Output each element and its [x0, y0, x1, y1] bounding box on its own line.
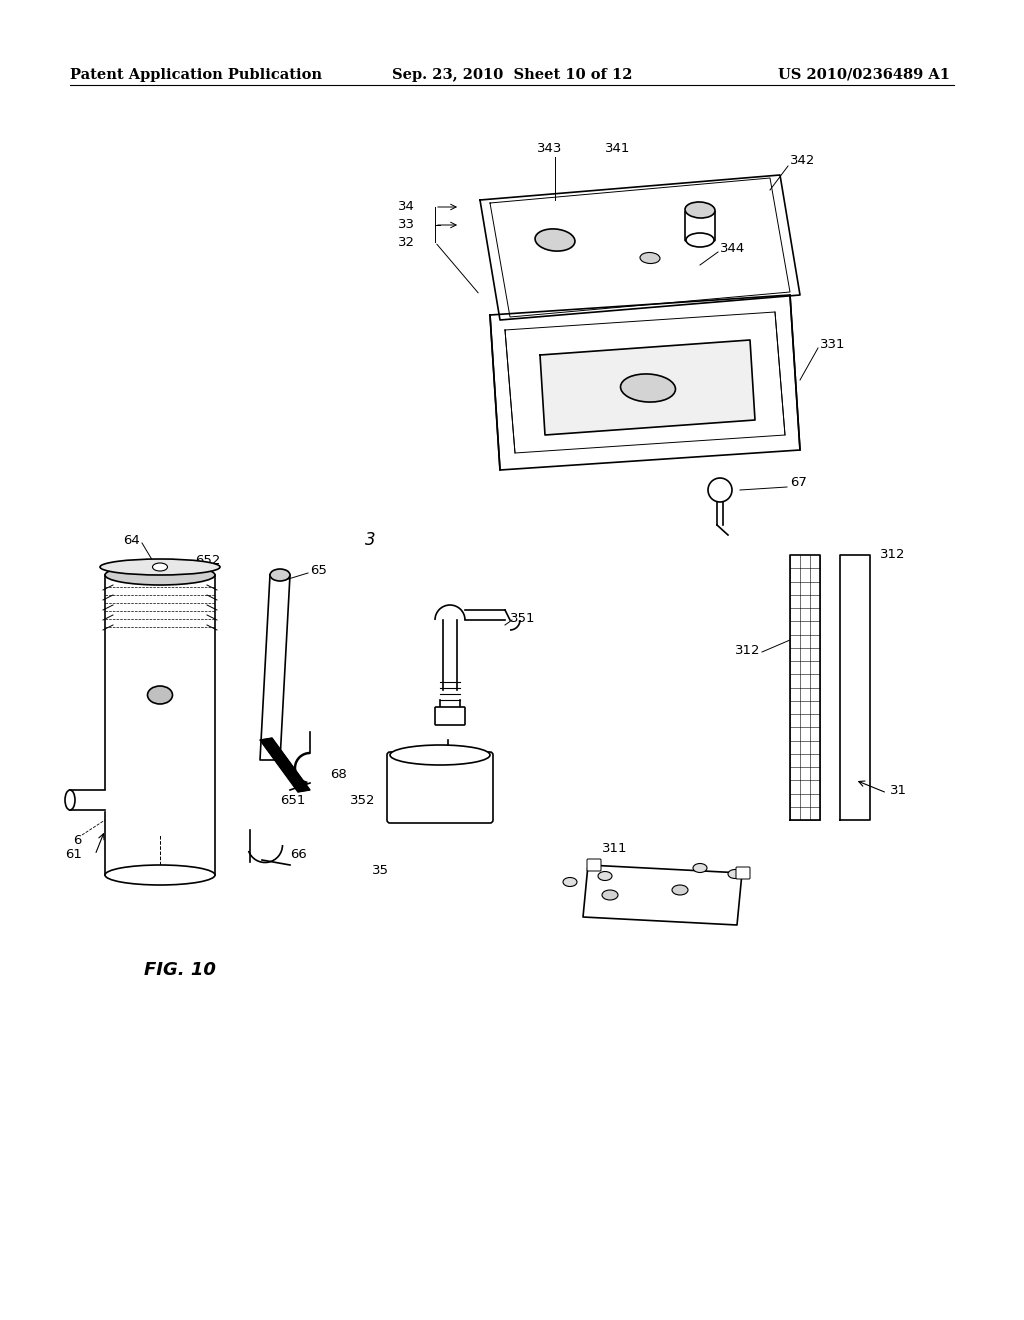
Text: Sep. 23, 2010  Sheet 10 of 12: Sep. 23, 2010 Sheet 10 of 12 [392, 69, 632, 82]
Text: 352: 352 [350, 793, 376, 807]
Text: 312: 312 [734, 644, 760, 656]
Text: 32: 32 [398, 235, 415, 248]
Ellipse shape [598, 871, 612, 880]
FancyBboxPatch shape [387, 752, 493, 822]
Ellipse shape [100, 558, 220, 576]
Text: 6: 6 [74, 833, 82, 846]
Ellipse shape [105, 565, 215, 585]
Ellipse shape [693, 863, 707, 873]
Text: 33: 33 [398, 219, 415, 231]
Polygon shape [105, 576, 215, 875]
Ellipse shape [390, 744, 490, 766]
Text: 3: 3 [365, 531, 376, 549]
Text: 31: 31 [890, 784, 907, 796]
Text: 67: 67 [790, 477, 807, 490]
Text: 342: 342 [790, 153, 815, 166]
Ellipse shape [153, 564, 168, 572]
Text: 343: 343 [538, 141, 562, 154]
Ellipse shape [270, 569, 290, 581]
Ellipse shape [621, 374, 676, 403]
Text: 34: 34 [398, 201, 415, 214]
Polygon shape [260, 576, 290, 760]
Text: 311: 311 [602, 842, 628, 854]
Circle shape [708, 478, 732, 502]
Ellipse shape [602, 890, 618, 900]
Text: 312: 312 [880, 549, 905, 561]
Text: 35: 35 [372, 863, 388, 876]
FancyBboxPatch shape [685, 211, 715, 242]
Text: 66: 66 [290, 849, 307, 862]
Ellipse shape [728, 870, 742, 879]
Polygon shape [790, 554, 820, 820]
Ellipse shape [640, 252, 660, 264]
Ellipse shape [105, 865, 215, 884]
Text: 341: 341 [605, 141, 631, 154]
Ellipse shape [65, 789, 75, 810]
Text: FIG. 10: FIG. 10 [144, 961, 216, 979]
Text: 331: 331 [820, 338, 846, 351]
Ellipse shape [147, 686, 172, 704]
Ellipse shape [563, 878, 577, 887]
Text: 651: 651 [280, 793, 305, 807]
Polygon shape [840, 554, 870, 820]
Polygon shape [70, 789, 105, 810]
Text: US 2010/0236489 A1: US 2010/0236489 A1 [778, 69, 950, 82]
FancyBboxPatch shape [587, 859, 601, 871]
Polygon shape [540, 341, 755, 436]
Text: 61: 61 [66, 849, 82, 862]
Text: 652: 652 [195, 553, 220, 566]
Text: 64: 64 [123, 533, 140, 546]
Polygon shape [583, 865, 742, 925]
FancyBboxPatch shape [736, 867, 750, 879]
Text: 351: 351 [510, 611, 536, 624]
FancyBboxPatch shape [435, 708, 465, 725]
Ellipse shape [685, 202, 715, 218]
Polygon shape [260, 738, 310, 792]
Polygon shape [480, 176, 800, 319]
Text: 68: 68 [330, 768, 347, 781]
Ellipse shape [536, 228, 574, 251]
Text: Patent Application Publication: Patent Application Publication [70, 69, 322, 82]
Text: 344: 344 [720, 242, 745, 255]
Polygon shape [490, 294, 800, 470]
Ellipse shape [672, 884, 688, 895]
Ellipse shape [686, 234, 714, 247]
Text: 65: 65 [310, 564, 327, 577]
